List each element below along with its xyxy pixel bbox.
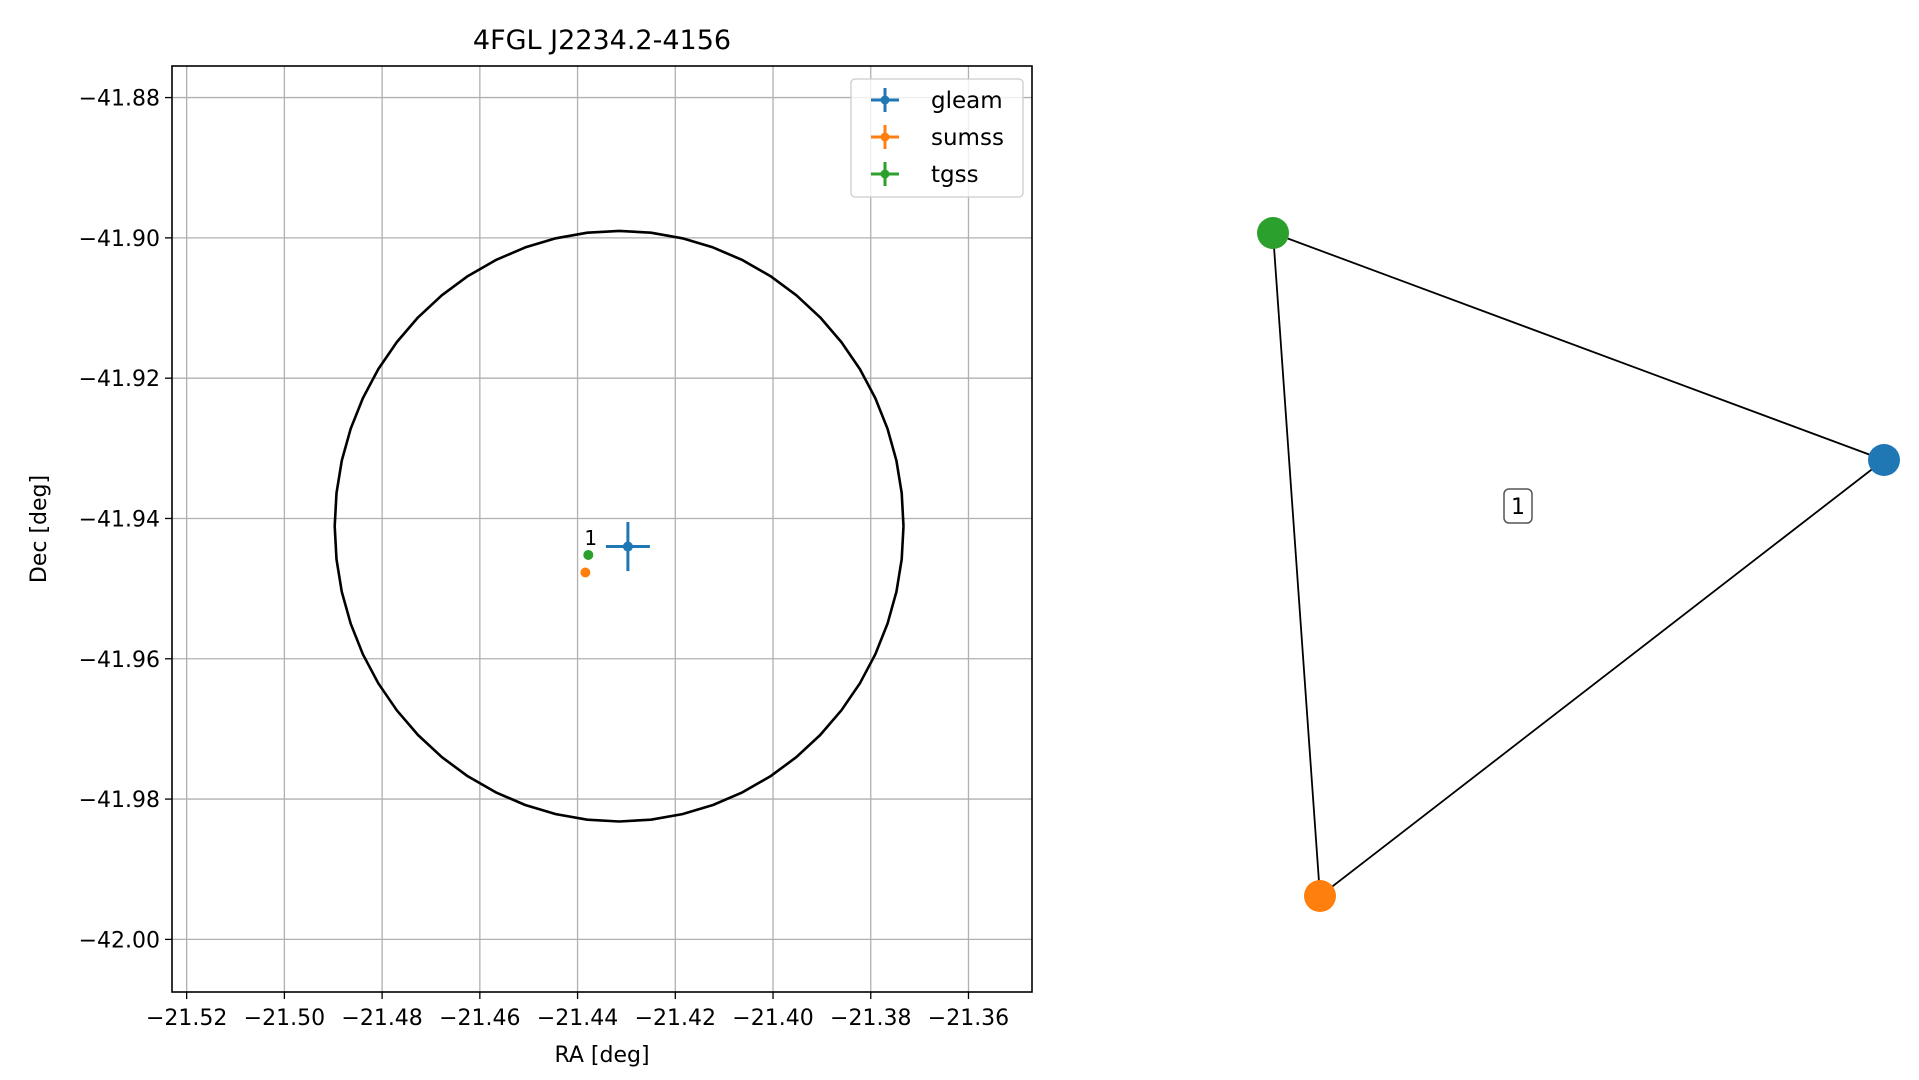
node-sumss (1304, 880, 1336, 912)
legend-label: gleam (931, 88, 1003, 114)
y-tick-label: −41.90 (79, 227, 160, 252)
legend-label: sumss (931, 125, 1004, 151)
legend-label: tgss (931, 162, 979, 188)
legend-entry-sumss: sumss (871, 125, 1004, 151)
cluster-label: 1 (1511, 495, 1525, 520)
legend-entry-tgss: tgss (871, 162, 979, 188)
sumss-legend-marker (880, 132, 890, 142)
gleam-legend-marker (880, 95, 890, 105)
sumss-point (580, 567, 591, 578)
x-tick-label: −21.36 (928, 1006, 1009, 1031)
gleam-marker (622, 541, 633, 552)
x-tick-label: −21.38 (830, 1006, 911, 1031)
data-points: 1 (580, 521, 650, 578)
legend-box (850, 78, 1024, 198)
y-tick-label: −41.98 (79, 788, 160, 813)
legend: gleam sumss tgss (850, 78, 1024, 198)
x-tick-label: −21.42 (635, 1006, 716, 1031)
node-tgss (1257, 217, 1289, 249)
x-tick-label: −21.44 (537, 1006, 618, 1031)
y-tick-label: −42.00 (79, 928, 160, 953)
tgss-marker (583, 549, 594, 560)
point-annotation: 1 (584, 526, 597, 550)
match-network-graph: 1 (1257, 217, 1900, 912)
tgss-point (583, 549, 594, 560)
x-tick-label: −21.46 (439, 1006, 520, 1031)
node-gleam (1868, 444, 1900, 476)
edge-gleam-sumss (1319, 459, 1885, 897)
error-ellipse (333, 229, 905, 823)
gleam-point (605, 521, 650, 572)
sumss-marker (580, 567, 591, 578)
y-tick-label: −41.88 (79, 87, 160, 112)
grid (172, 66, 1032, 992)
x-tick-label: −21.48 (341, 1006, 422, 1031)
radio-match-plot: 1 −21.52 −21.50 −21.48 −21.46 −21.44 −21.42 −2… (27, 25, 1033, 1068)
edge-gleam-tgss (1272, 232, 1885, 461)
ticks: −21.52 −21.50 −21.48 −21.46 −21.44 −21.42 −21.… (79, 87, 1010, 1031)
x-tick-label: −21.50 (244, 1006, 325, 1031)
x-axis-label: RA [deg] (554, 1043, 649, 1068)
ellipse-outline (333, 229, 905, 823)
y-tick-label: −41.94 (79, 507, 160, 532)
axes-frame (171, 65, 1033, 993)
legend-entry-gleam: gleam (871, 88, 1003, 114)
x-tick-label: −21.52 (146, 1006, 227, 1031)
chart-title: 4FGL J2234.2-4156 (473, 25, 731, 56)
y-axis-label: Dec [deg] (27, 475, 52, 583)
x-tick-label: −21.40 (732, 1006, 813, 1031)
y-tick-label: −41.96 (79, 648, 160, 673)
tgss-legend-marker (880, 169, 890, 179)
y-tick-label: −41.92 (79, 367, 160, 392)
edge-sumss-tgss (1272, 232, 1321, 897)
cluster-label-box (1503, 488, 1533, 524)
